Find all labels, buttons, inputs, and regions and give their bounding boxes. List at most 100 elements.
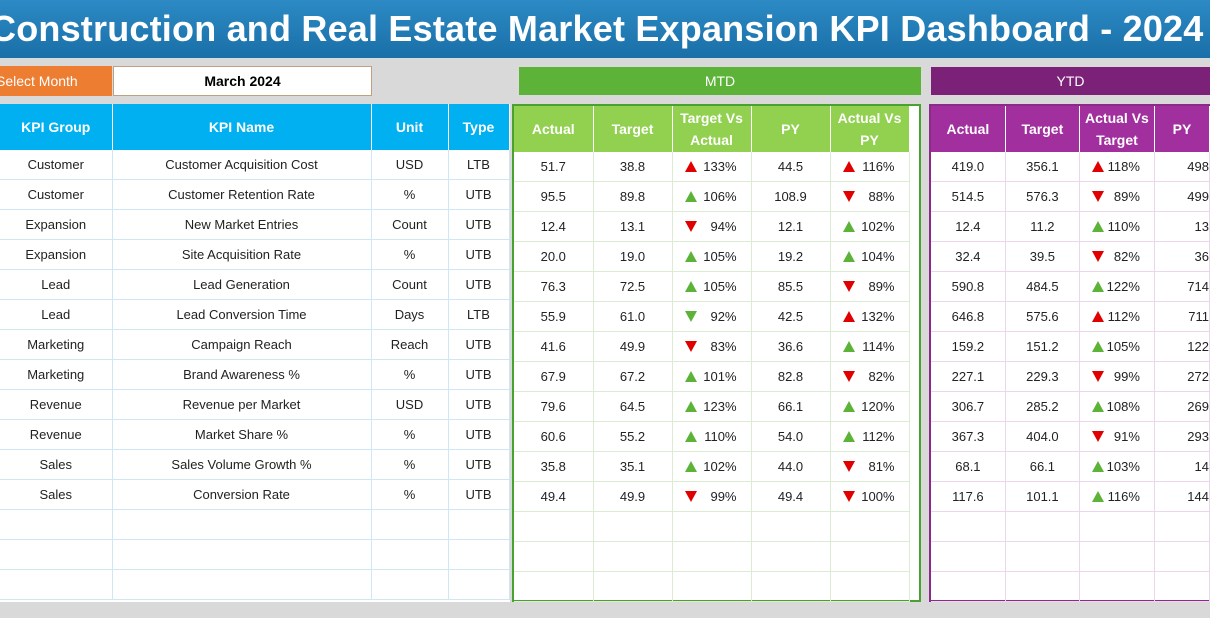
ytd-col-target[interactable]: Target — [1005, 106, 1080, 152]
empty-row — [514, 541, 910, 572]
mtd-py-cell: 19.2 — [751, 241, 831, 272]
col-kpi-group[interactable]: KPI Group — [0, 104, 113, 150]
mtd-tva-cell-value: 83% — [710, 339, 737, 354]
ytd-actual-cell: 590.8 — [931, 271, 1006, 302]
col-type[interactable]: Type — [448, 104, 510, 150]
mtd-actual-cell: 67.9 — [514, 361, 594, 392]
ytd-py-cell: 293 — [1154, 421, 1210, 452]
empty-cell — [830, 571, 910, 602]
mtd-avp-cell: 132% — [830, 301, 910, 332]
table-row[interactable]: 117.6 101.1 116% 144 — [931, 481, 1210, 512]
table-row[interactable]: 49.4 49.9 99% 49.4 100% — [514, 481, 910, 512]
mtd-avp-cell-value: 102% — [861, 219, 895, 234]
ytd-col-actual[interactable]: Actual — [931, 106, 1006, 152]
table-row[interactable]: 646.8 575.6 112% 711 — [931, 301, 1210, 332]
month-dropdown[interactable]: March 2024 — [113, 66, 372, 96]
arrow-up-icon — [684, 281, 697, 292]
table-row[interactable]: 12.4 13.1 94% 12.1 102% — [514, 211, 910, 242]
arrow-up-icon — [684, 431, 697, 442]
ytd-col-actual-vs-target[interactable]: Actual Vs Target — [1079, 106, 1155, 152]
table-row[interactable]: 590.8 484.5 122% 714 — [931, 271, 1210, 302]
table-row[interactable]: 514.5 576.3 89% 499 — [931, 181, 1210, 212]
table-row[interactable]: Customer Customer Acquisition Cost USD LTB — [0, 150, 510, 180]
ytd-col-py[interactable]: PY — [1154, 106, 1210, 152]
empty-cell — [514, 511, 594, 542]
kpi-name-cell: Site Acquisition Rate — [112, 239, 372, 270]
table-row[interactable]: Expansion New Market Entries Count UTB — [0, 209, 510, 240]
mtd-target-cell: 64.5 — [593, 391, 673, 422]
table-row[interactable]: 32.4 39.5 82% 36 — [931, 241, 1210, 272]
table-row[interactable]: Marketing Campaign Reach Reach UTB — [0, 329, 510, 360]
empty-cell — [1154, 571, 1210, 602]
table-row[interactable]: 51.7 38.8 133% 44.5 116% — [514, 152, 910, 182]
table-row[interactable]: 419.0 356.1 118% 498 — [931, 152, 1210, 182]
table-row[interactable]: 79.6 64.5 123% 66.1 120% — [514, 391, 910, 422]
mtd-target-cell: 13.1 — [593, 211, 673, 242]
ytd-actual-cell: 159.2 — [931, 331, 1006, 362]
table-row[interactable]: Marketing Brand Awareness %% UTB — [0, 359, 510, 390]
mtd-actual-cell: 79.6 — [514, 391, 594, 422]
mtd-target-cell: 19.0 — [593, 241, 673, 272]
table-row[interactable]: Revenue Market Share %% UTB — [0, 419, 510, 450]
col-unit[interactable]: Unit — [371, 104, 449, 150]
type-cell: LTB — [448, 299, 510, 330]
mtd-tva-cell-value: 105% — [703, 249, 737, 264]
table-row[interactable]: 55.9 61.0 92% 42.5 132% — [514, 301, 910, 332]
ytd-avt-cell: 110% — [1079, 211, 1155, 242]
table-row[interactable]: Lead Lead Conversion Time Days LTB — [0, 299, 510, 330]
table-row[interactable]: Sales Sales Volume Growth %% UTB — [0, 449, 510, 480]
arrow-up-icon — [1091, 491, 1104, 502]
table-row[interactable]: 306.7 285.2 108% 269 — [931, 391, 1210, 422]
col-kpi-name[interactable]: KPI Name — [112, 104, 372, 150]
table-row[interactable]: 68.1 66.1 103% 14 — [931, 451, 1210, 482]
mtd-col-target[interactable]: Target — [593, 106, 673, 152]
table-row[interactable]: 67.9 67.2 101% 82.8 82% — [514, 361, 910, 392]
table-row[interactable]: 12.4 11.2 110% 13 — [931, 211, 1210, 242]
arrow-down-icon — [1091, 251, 1104, 262]
mtd-tva-cell-value: 101% — [703, 369, 737, 384]
mtd-py-cell: 82.8 — [751, 361, 831, 392]
table-row[interactable]: 227.1 229.3 99% 272 — [931, 361, 1210, 392]
mtd-col-target-vs-actual[interactable]: Target Vs Actual — [672, 106, 752, 152]
mtd-avp-cell: 82% — [830, 361, 910, 392]
table-row[interactable]: Lead Lead Generation Count UTB — [0, 269, 510, 300]
ytd-target-cell: 39.5 — [1005, 241, 1080, 272]
ytd-avt-cell-value: 108% — [1106, 399, 1140, 414]
mtd-avp-cell: 104% — [830, 241, 910, 272]
table-row[interactable]: 159.2 151.2 105% 122 — [931, 331, 1210, 362]
arrow-up-icon — [684, 161, 697, 172]
table-row[interactable]: Expansion Site Acquisition Rate% UTB — [0, 239, 510, 270]
kpi-info-panel: KPI Group KPI Name Unit Type Customer Cus… — [0, 104, 510, 602]
mtd-col-actual-vs-py[interactable]: Actual Vs PY — [830, 106, 910, 152]
mtd-py-cell: 49.4 — [751, 481, 831, 512]
table-row[interactable]: Customer Customer Retention Rate% UTB — [0, 179, 510, 210]
arrow-up-icon — [1091, 311, 1104, 322]
table-row[interactable]: 76.3 72.5 105% 85.5 89% — [514, 271, 910, 302]
mtd-tva-cell: 83% — [672, 331, 752, 362]
table-row[interactable]: Sales Conversion Rate% UTB — [0, 479, 510, 510]
ytd-py-cell: 36 — [1154, 241, 1210, 272]
ytd-py-cell: 122 — [1154, 331, 1210, 362]
ytd-target-cell: 575.6 — [1005, 301, 1080, 332]
table-row[interactable]: 41.6 49.9 83% 36.6 114% — [514, 331, 910, 362]
table-row[interactable]: 95.5 89.8 106% 108.9 88% — [514, 181, 910, 212]
arrow-up-icon — [1091, 401, 1104, 412]
table-row[interactable]: 20.0 19.0 105% 19.2 104% — [514, 241, 910, 272]
mtd-avp-cell-value: 132% — [861, 309, 895, 324]
type-cell: UTB — [448, 239, 510, 270]
mtd-tva-cell-value: 105% — [703, 279, 737, 294]
table-row[interactable]: Revenue Revenue per Market USD UTB — [0, 389, 510, 420]
empty-cell — [371, 569, 449, 600]
ytd-actual-cell: 306.7 — [931, 391, 1006, 422]
table-row[interactable]: 367.3 404.0 91% 293 — [931, 421, 1210, 452]
ytd-avt-cell: 108% — [1079, 391, 1155, 422]
table-row[interactable]: 35.8 35.1 102% 44.0 81% — [514, 451, 910, 482]
arrow-down-icon — [842, 491, 855, 502]
mtd-tva-cell-value: 99% — [710, 489, 737, 504]
mtd-col-py[interactable]: PY — [751, 106, 831, 152]
arrow-up-icon — [1091, 281, 1104, 292]
empty-cell — [0, 569, 113, 600]
table-row[interactable]: 60.6 55.2 110% 54.0 112% — [514, 421, 910, 452]
mtd-col-actual[interactable]: Actual — [514, 106, 594, 152]
mtd-target-cell: 67.2 — [593, 361, 673, 392]
